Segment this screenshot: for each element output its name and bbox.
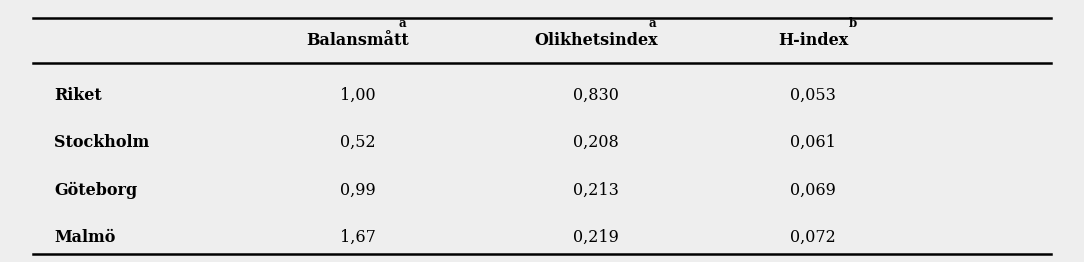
Text: 0,072: 0,072 [790, 229, 836, 245]
Text: 0,069: 0,069 [790, 182, 836, 198]
Text: a: a [399, 17, 406, 30]
Text: Göteborg: Göteborg [54, 181, 138, 199]
Text: 0,219: 0,219 [573, 229, 619, 245]
Text: b: b [849, 17, 857, 30]
Text: Olikhetsindex: Olikhetsindex [534, 32, 658, 49]
Text: 0,99: 0,99 [340, 182, 375, 198]
Text: 0,830: 0,830 [573, 87, 619, 104]
Text: 0,061: 0,061 [790, 134, 836, 151]
Text: H-index: H-index [778, 32, 848, 49]
Text: 0,213: 0,213 [573, 182, 619, 198]
Text: 0,52: 0,52 [340, 134, 375, 151]
Text: 1,00: 1,00 [340, 87, 375, 104]
Text: 0,208: 0,208 [573, 134, 619, 151]
Text: Stockholm: Stockholm [54, 134, 150, 151]
Text: a: a [648, 17, 656, 30]
Text: 1,67: 1,67 [339, 229, 376, 245]
Text: Riket: Riket [54, 87, 102, 104]
Text: Malmö: Malmö [54, 229, 116, 245]
Text: Balansmått: Balansmått [307, 32, 409, 49]
Text: 0,053: 0,053 [790, 87, 836, 104]
